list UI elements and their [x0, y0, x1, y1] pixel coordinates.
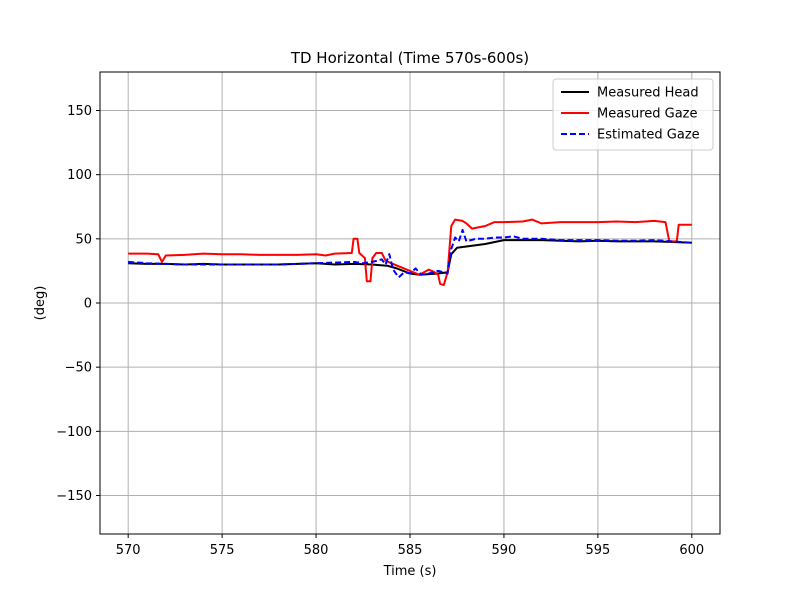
x-tick-label: 600: [679, 543, 704, 558]
legend-label: Measured Gaze: [597, 107, 698, 122]
x-tick-label: 570: [116, 543, 141, 558]
y-axis-label: (deg): [33, 286, 48, 321]
y-tick-label: 150: [67, 104, 92, 119]
x-tick-label: 585: [398, 543, 423, 558]
x-axis-label: Time (s): [383, 564, 437, 579]
series-layer: [128, 218, 692, 286]
ticks: 570 575 580 585 590 595 600 −150 −100 −50 0 50 100 15…: [56, 104, 704, 558]
series-line-measured-gaze: [128, 218, 692, 286]
chart-title: TD Horizontal (Time 570s-600s): [290, 49, 529, 67]
legend-label: Estimated Gaze: [597, 128, 700, 143]
y-tick-label: 50: [75, 232, 92, 247]
x-tick-label: 590: [492, 543, 517, 558]
y-tick-label: −100: [56, 425, 92, 440]
y-tick-label: 0: [84, 297, 92, 312]
y-tick-label: 100: [67, 168, 92, 183]
y-tick-label: −50: [65, 361, 92, 376]
x-tick-label: 595: [585, 543, 610, 558]
legend-box: [552, 78, 714, 151]
legend: Measured Head Measured Gaze Estimated Gaze: [552, 78, 714, 151]
legend-label: Measured Head: [597, 86, 699, 101]
x-tick-label: 580: [304, 543, 329, 558]
y-tick-label: −150: [56, 489, 92, 504]
series-line-estimated-gaze: [128, 228, 692, 279]
x-tick-label: 575: [210, 543, 235, 558]
